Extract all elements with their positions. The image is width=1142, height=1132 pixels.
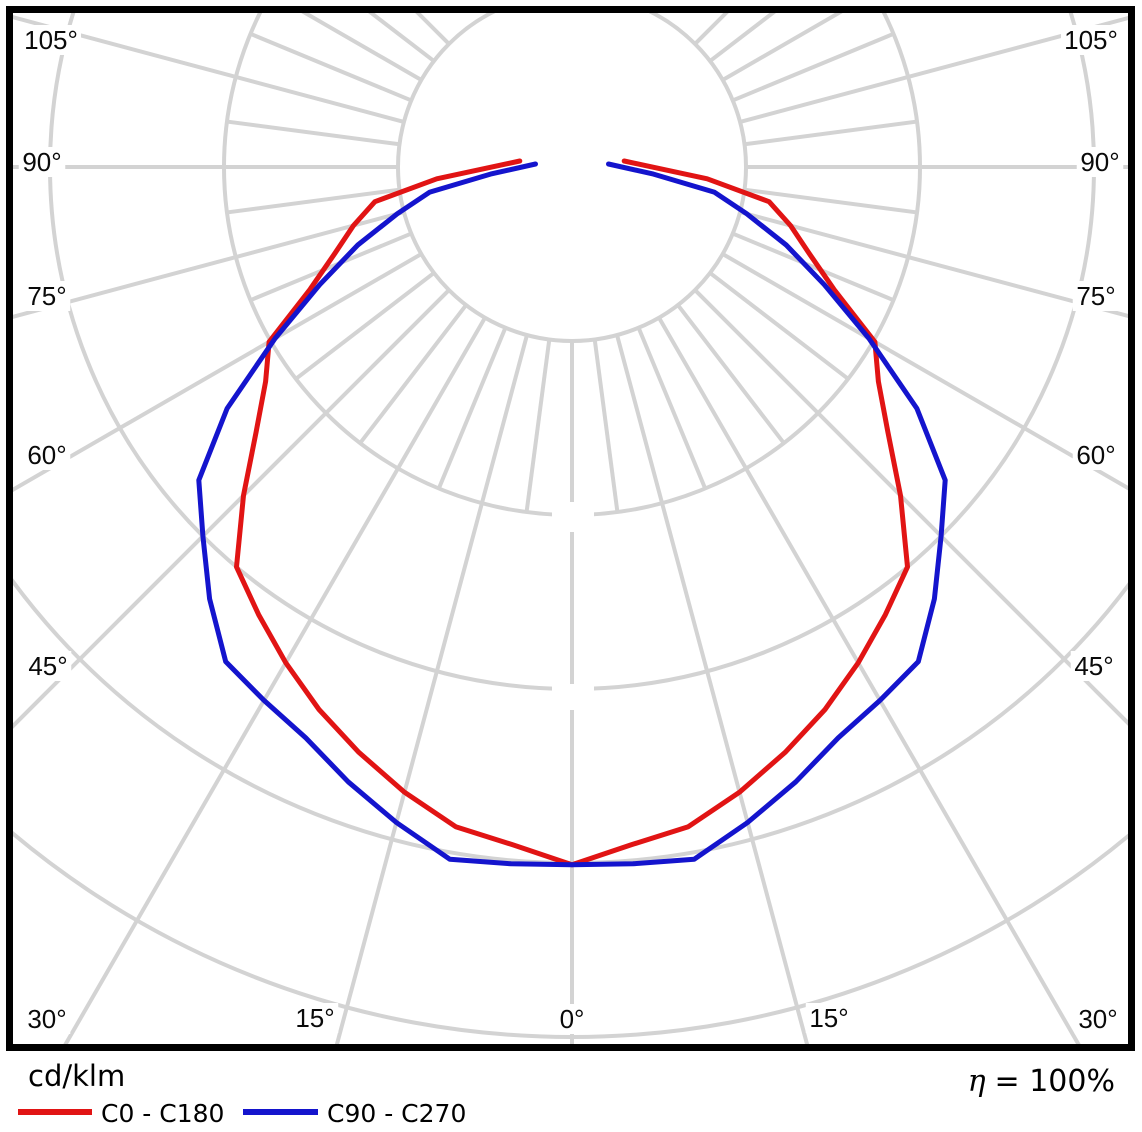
radial-gridline-minor [524, 339, 552, 513]
angle-label: 30° [27, 1004, 66, 1034]
legend-label-c0-c180: C0 - C180 [101, 1099, 224, 1128]
radial-gridline-major [63, 316, 487, 1044]
intensity-curves [196, 158, 948, 868]
angle-label-mask [805, 1003, 853, 1033]
radial-gridline-minor [721, 13, 843, 82]
angle-label: 105° [24, 25, 78, 55]
radial-gridline-minor [249, 31, 413, 103]
angle-label: 75° [27, 281, 66, 311]
radial-gridline-minor [368, 13, 436, 63]
angle-label-mask [23, 440, 71, 470]
radial-gridline-minor [731, 31, 895, 103]
axis-value-gap [552, 502, 594, 532]
grid-label-gaps [18, 25, 1124, 1034]
radial-gridline-minor [415, 13, 451, 46]
radial-gridline-minor [249, 231, 413, 303]
angle-label-mask [1070, 651, 1118, 681]
radial-gridline-minor [731, 231, 895, 303]
radial-gridline-minor [294, 271, 436, 381]
angle-label: 60° [1076, 440, 1115, 470]
angle-label-mask [1076, 147, 1124, 177]
angle-label-mask [21, 25, 81, 55]
angle-label: 15° [295, 1003, 334, 1033]
radial-gridline-minor [708, 271, 850, 381]
angle-label-mask [18, 147, 66, 177]
radial-gridline-major [739, 15, 1128, 124]
unit-label: cd/klm [28, 1059, 125, 1093]
radial-gridline-minor [358, 303, 468, 445]
angle-label-mask [1072, 281, 1120, 311]
angle-label-mask [24, 651, 72, 681]
angle-label-mask [1074, 1004, 1122, 1034]
angle-label-mask [1072, 440, 1120, 470]
radial-gridline-minor [301, 13, 423, 82]
angle-label-mask [555, 1004, 589, 1034]
axis-value-gap [552, 684, 594, 710]
angle-label: 105° [1064, 25, 1118, 55]
radial-gridline-minor [676, 303, 786, 445]
radial-gridline-major [13, 210, 405, 319]
radial-gridline-major [13, 252, 423, 493]
radial-gridline-major [13, 15, 405, 124]
angle-label-mask [23, 1004, 71, 1034]
radial-gridline-minor [226, 187, 400, 215]
plot-border [6, 6, 1135, 1051]
angle-label: 60° [27, 440, 66, 470]
radial-gridline-minor [708, 13, 776, 63]
radial-gridline-minor [744, 119, 918, 147]
angle-label: 0° [560, 1004, 585, 1034]
angle-label: 45° [1074, 651, 1113, 681]
radial-gridline-major [721, 252, 1128, 491]
angle-label-mask [291, 1003, 339, 1033]
angle-label-mask [23, 281, 71, 311]
radial-gridline-major [615, 334, 810, 1044]
angle-label: 30° [1078, 1004, 1117, 1034]
curve-c90-c270 [196, 161, 948, 868]
efficiency-label: η = 100% [968, 1064, 1115, 1099]
radial-gridline-minor [436, 326, 508, 490]
radial-gridline-major [13, 288, 451, 729]
radial-gridline-minor [744, 187, 918, 215]
angle-label: 90° [22, 147, 61, 177]
radial-gridline-major [334, 334, 529, 1044]
radial-gridline-major [657, 316, 1081, 1044]
angle-label: 45° [28, 651, 67, 681]
angle-label: 15° [809, 1003, 848, 1033]
radial-gridline-major [739, 210, 1128, 319]
radial-gridline-major [693, 288, 1128, 726]
angle-label: 75° [1076, 281, 1115, 311]
radial-gridline-minor [226, 119, 400, 147]
legend-label-c90-c270: C90 - C270 [327, 1099, 466, 1128]
angle-labels: 105° 90° 75° 60° 45° 105° 90° 75° 60° 45° 30° 15° 0°… [22, 25, 1119, 1034]
radial-gridline-minor [636, 326, 708, 490]
angle-label-mask [1061, 25, 1121, 55]
angle-label: 90° [1080, 147, 1119, 177]
radial-gridline-minor [592, 339, 620, 513]
radial-gridline-minor [693, 13, 729, 46]
